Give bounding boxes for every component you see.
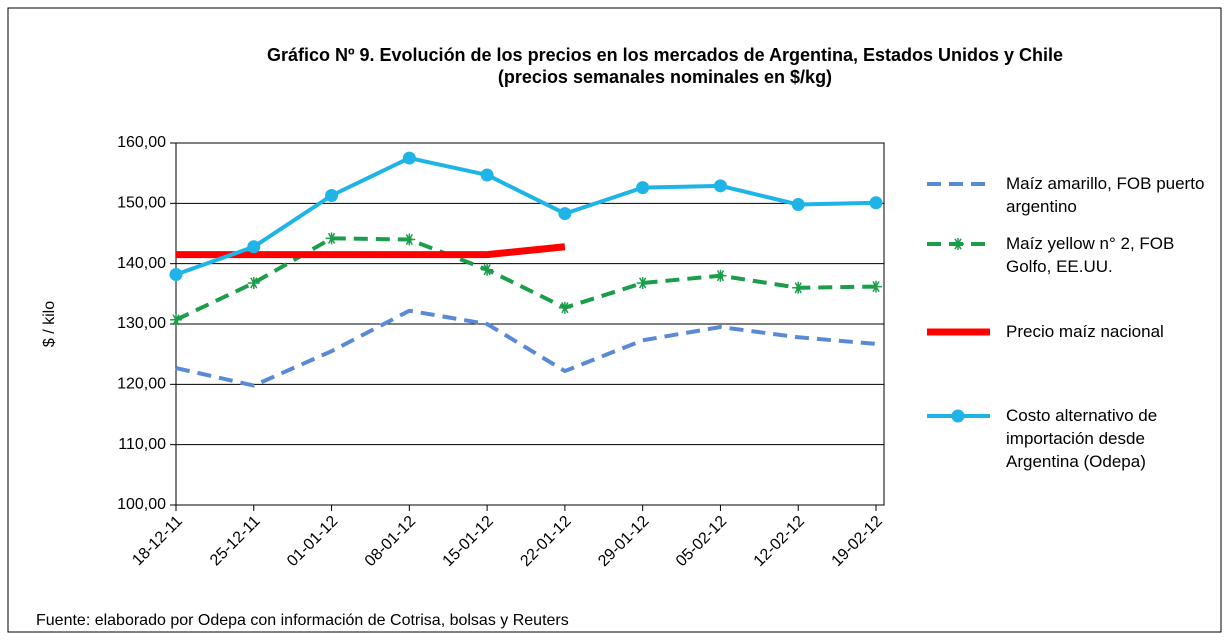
series-marker bbox=[170, 313, 182, 326]
series-marker bbox=[791, 198, 805, 212]
series-marker bbox=[869, 196, 883, 210]
legend-label: Costo alternativo de importación desde A… bbox=[1006, 406, 1158, 471]
series-marker bbox=[792, 281, 805, 294]
series-marker bbox=[402, 151, 416, 165]
series-line bbox=[176, 243, 566, 259]
chart-title-block: Gráfico Nº 9. Evolución de los precios e… bbox=[215, 44, 1115, 88]
series-marker bbox=[169, 268, 183, 282]
y-tick-label: 130,00 bbox=[117, 315, 166, 332]
y-tick-label: 100,00 bbox=[117, 496, 166, 513]
series-line bbox=[175, 308, 877, 388]
series-marker bbox=[558, 301, 571, 314]
legend-label: Maíz amarillo, FOB puerto argentino bbox=[1006, 174, 1205, 216]
series-line bbox=[175, 236, 877, 322]
series-marker bbox=[481, 263, 494, 276]
series-marker bbox=[247, 276, 260, 289]
legend-marker bbox=[951, 409, 965, 423]
y-axis-label: $ / kilo bbox=[41, 301, 58, 347]
series-marker bbox=[247, 240, 261, 254]
y-tick-label: 140,00 bbox=[117, 255, 166, 272]
series-marker bbox=[403, 233, 416, 246]
source-note: Fuente: elaborado por Odepa con informac… bbox=[36, 612, 569, 629]
series-marker bbox=[636, 276, 649, 289]
legend-marker bbox=[952, 238, 964, 250]
series-marker bbox=[325, 188, 339, 202]
legend-label: Precio maíz nacional bbox=[1006, 322, 1164, 341]
series-marker bbox=[714, 269, 727, 282]
chart-subtitle: (precios semanales nominales en $/kg) bbox=[497, 67, 833, 87]
series-marker bbox=[325, 232, 338, 245]
series-marker bbox=[636, 181, 650, 195]
chart-title: Gráfico Nº 9. Evolución de los precios e… bbox=[266, 45, 1064, 65]
y-tick-label: 120,00 bbox=[117, 376, 166, 393]
series-marker bbox=[870, 280, 882, 293]
chart-border bbox=[7, 7, 1222, 633]
y-tick-label: 110,00 bbox=[118, 436, 166, 453]
series-marker bbox=[480, 168, 494, 182]
series-marker bbox=[713, 179, 727, 193]
y-tick-label: 160,00 bbox=[117, 134, 166, 151]
series-line bbox=[175, 156, 877, 277]
legend-label: Maíz yellow n° 2, FOB Golfo, EE.UU. bbox=[1006, 234, 1175, 276]
series-marker bbox=[558, 207, 572, 221]
y-tick-label: 150,00 bbox=[117, 195, 166, 212]
